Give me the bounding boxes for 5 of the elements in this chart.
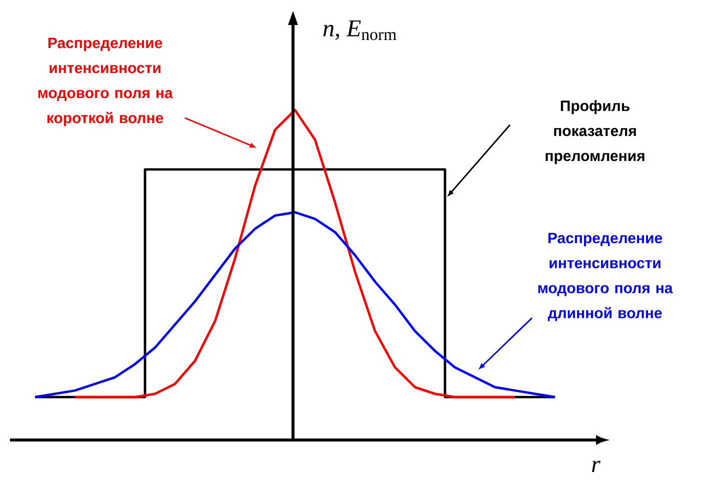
text: Профиль показателя преломления <box>546 100 644 164</box>
text: Распределение интенсивности модового поля на короткой волне <box>38 38 173 126</box>
text: Распределение интенсивности модового поля на длинной волне <box>538 232 673 322</box>
x-axis-title: r <box>592 460 600 472</box>
y-axis-title: n, E$_{norm}$ <box>323 20 396 40</box>
